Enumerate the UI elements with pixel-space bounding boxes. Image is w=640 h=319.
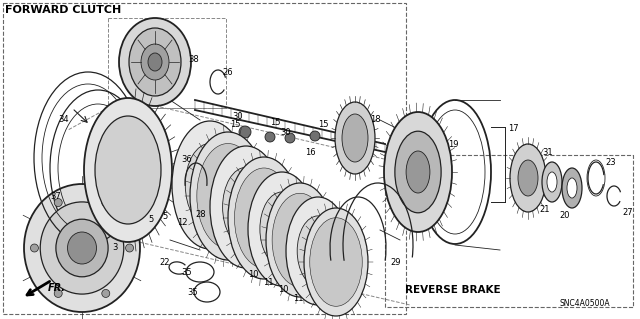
Ellipse shape <box>335 102 375 174</box>
Ellipse shape <box>286 197 350 305</box>
Text: 31: 31 <box>542 148 552 157</box>
Ellipse shape <box>234 168 294 268</box>
Circle shape <box>54 198 62 206</box>
Text: 29: 29 <box>390 258 401 267</box>
Text: 30: 30 <box>232 112 243 121</box>
Text: 36: 36 <box>181 155 192 164</box>
Text: FR.: FR. <box>48 283 66 293</box>
Text: 10: 10 <box>248 270 259 279</box>
Ellipse shape <box>228 157 300 279</box>
Ellipse shape <box>310 218 362 306</box>
Text: FORWARD CLUTCH: FORWARD CLUTCH <box>5 5 121 15</box>
Ellipse shape <box>197 144 259 249</box>
Ellipse shape <box>518 160 538 196</box>
Circle shape <box>265 132 275 142</box>
Text: 21: 21 <box>540 205 550 214</box>
Ellipse shape <box>542 162 562 202</box>
Ellipse shape <box>223 167 269 247</box>
Ellipse shape <box>172 121 248 249</box>
Text: 38: 38 <box>188 56 199 64</box>
Text: 15: 15 <box>318 120 328 129</box>
Text: 15: 15 <box>270 118 280 127</box>
Text: 35: 35 <box>188 288 198 297</box>
Ellipse shape <box>119 18 191 106</box>
Ellipse shape <box>342 114 368 162</box>
Ellipse shape <box>248 172 316 286</box>
Text: 15: 15 <box>230 120 241 129</box>
Ellipse shape <box>67 232 97 264</box>
Text: 23: 23 <box>605 158 616 167</box>
Circle shape <box>125 244 134 252</box>
Ellipse shape <box>395 131 441 213</box>
Ellipse shape <box>266 183 334 297</box>
Text: 28: 28 <box>195 210 205 219</box>
Ellipse shape <box>260 192 304 266</box>
Circle shape <box>102 289 110 297</box>
Text: 35: 35 <box>181 268 192 277</box>
Circle shape <box>195 138 209 152</box>
Ellipse shape <box>129 28 181 96</box>
Text: 19: 19 <box>448 140 458 149</box>
Ellipse shape <box>547 172 557 192</box>
Circle shape <box>310 131 320 141</box>
Text: 10: 10 <box>278 285 289 294</box>
Text: 13: 13 <box>334 265 345 274</box>
Text: 5: 5 <box>148 215 153 224</box>
Text: 5: 5 <box>162 212 167 221</box>
Text: 11: 11 <box>293 294 303 303</box>
Ellipse shape <box>510 144 546 212</box>
Ellipse shape <box>562 168 582 208</box>
Ellipse shape <box>40 202 124 294</box>
Text: 27: 27 <box>622 208 632 217</box>
Ellipse shape <box>567 178 577 198</box>
Ellipse shape <box>186 144 235 226</box>
Text: 20: 20 <box>560 211 570 220</box>
Circle shape <box>102 198 110 206</box>
Ellipse shape <box>272 193 328 287</box>
Text: 12: 12 <box>177 218 188 227</box>
Text: 26: 26 <box>222 68 232 77</box>
Text: REVERSE BRAKE: REVERSE BRAKE <box>405 285 500 295</box>
Circle shape <box>54 289 62 297</box>
Text: 30: 30 <box>280 128 291 137</box>
Ellipse shape <box>406 151 430 193</box>
Text: 34: 34 <box>58 115 68 124</box>
Circle shape <box>222 132 234 144</box>
Circle shape <box>285 133 295 143</box>
Ellipse shape <box>141 44 169 80</box>
Ellipse shape <box>84 98 172 242</box>
Circle shape <box>31 244 38 252</box>
Text: SNC4A0500A: SNC4A0500A <box>560 299 611 308</box>
Ellipse shape <box>304 208 368 316</box>
Text: 16: 16 <box>305 148 316 157</box>
Text: 3: 3 <box>112 243 117 252</box>
Text: 37: 37 <box>50 192 61 201</box>
Ellipse shape <box>24 184 140 312</box>
Ellipse shape <box>384 112 452 232</box>
Ellipse shape <box>297 216 339 286</box>
Ellipse shape <box>210 146 282 268</box>
Ellipse shape <box>190 132 266 260</box>
Ellipse shape <box>56 219 108 277</box>
Text: 17: 17 <box>508 124 518 133</box>
Ellipse shape <box>95 116 161 224</box>
Text: 11: 11 <box>263 278 273 287</box>
Ellipse shape <box>148 53 162 71</box>
Text: 22: 22 <box>159 258 170 267</box>
Text: 18: 18 <box>370 115 381 124</box>
Circle shape <box>239 126 251 138</box>
